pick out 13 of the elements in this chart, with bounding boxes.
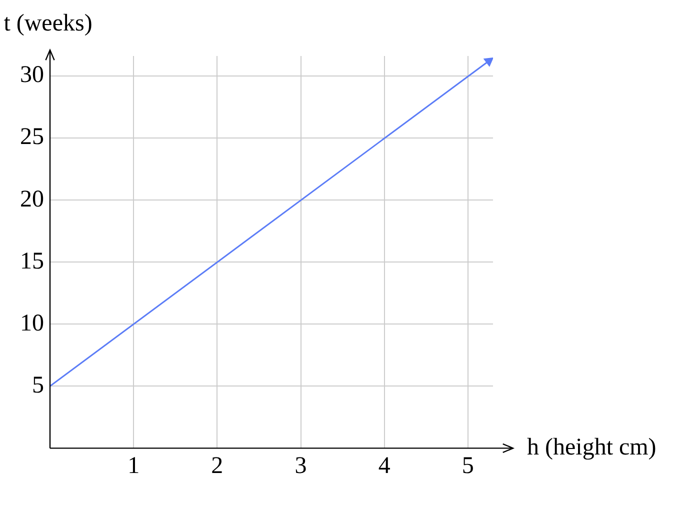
- y-tick-label: 5: [32, 372, 44, 398]
- x-tick-label: 1: [128, 452, 140, 479]
- y-tick-label: 25: [20, 124, 44, 150]
- y-tick-label: 20: [20, 186, 44, 212]
- x-tick-label: 4: [378, 452, 390, 479]
- y-tick-label: 15: [20, 248, 44, 274]
- x-tick-label: 5: [462, 452, 474, 479]
- y-axis-title: t (weeks): [4, 10, 92, 36]
- x-tick-label: 2: [211, 452, 224, 479]
- x-axis-title: h (height cm): [527, 434, 656, 460]
- y-tick-label: 10: [20, 310, 44, 336]
- x-tick-label: 3: [294, 452, 307, 479]
- y-tick-label: 30: [20, 62, 44, 88]
